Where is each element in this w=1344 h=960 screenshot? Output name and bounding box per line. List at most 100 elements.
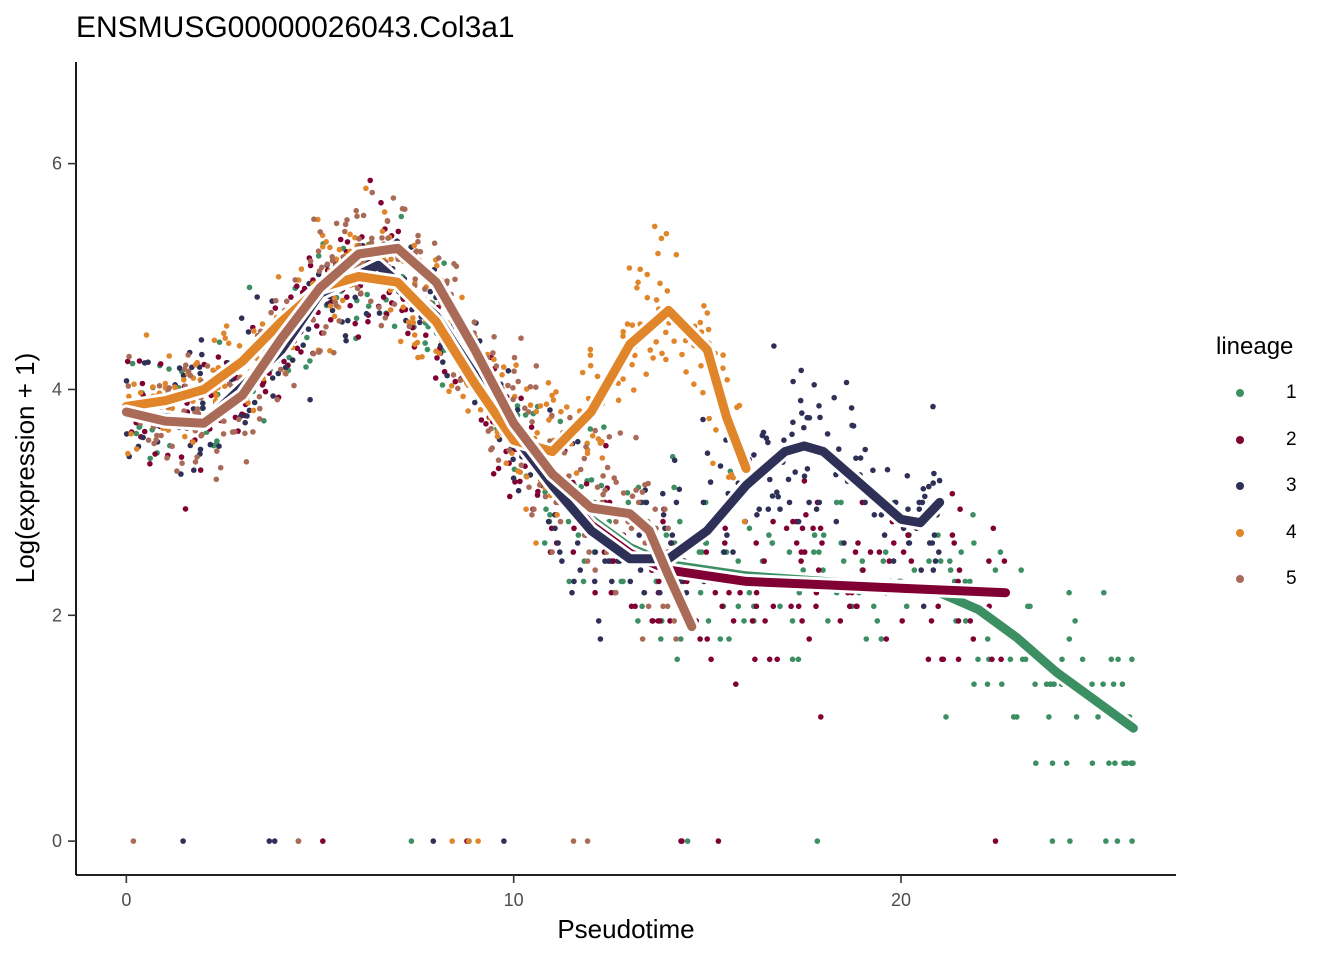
data-point [1100, 681, 1106, 687]
data-point [251, 328, 257, 334]
lineage-curve [121, 243, 697, 632]
data-point [190, 439, 196, 445]
data-point [704, 636, 710, 642]
data-point [1115, 656, 1121, 663]
data-point [503, 460, 510, 467]
data-point [668, 540, 674, 546]
data-point [182, 433, 188, 440]
data-point [558, 408, 564, 415]
data-point [549, 549, 555, 555]
data-point [336, 246, 343, 253]
data-point [639, 489, 646, 495]
data-point [627, 578, 634, 585]
data-point [545, 380, 552, 386]
data-point [288, 294, 294, 300]
data-point [494, 433, 501, 440]
data-point [573, 470, 580, 476]
data-point [715, 838, 722, 844]
data-point [365, 303, 372, 310]
data-point [311, 216, 317, 222]
data-point [721, 549, 727, 555]
data-point [204, 363, 211, 369]
data-point [353, 315, 360, 322]
smooth-curves [118, 240, 1141, 736]
data-point [637, 266, 643, 273]
data-point [665, 525, 671, 532]
data-point [720, 365, 726, 372]
data-point [298, 266, 305, 272]
data-point [697, 636, 703, 642]
data-point [753, 589, 760, 596]
data-point [499, 372, 505, 378]
data-point [384, 218, 391, 225]
data-point [774, 656, 780, 663]
data-point [813, 603, 819, 610]
data-point [726, 636, 732, 642]
data-point [185, 352, 191, 358]
data-point [678, 636, 684, 642]
data-point [542, 493, 549, 500]
y-tick-label: 2 [52, 605, 62, 625]
data-point [1110, 681, 1117, 687]
legend-item: 1 [1216, 370, 1336, 417]
data-point [513, 362, 519, 368]
data-point [510, 475, 517, 482]
data-point [289, 357, 296, 363]
data-point [213, 476, 220, 483]
data-point [620, 328, 626, 335]
data-point [457, 377, 464, 384]
data-point [164, 455, 170, 461]
data-point [925, 656, 932, 663]
data-point [1018, 567, 1024, 573]
data-point [505, 382, 511, 389]
data-point [143, 332, 150, 338]
data-point [256, 416, 263, 422]
data-point [272, 305, 279, 311]
data-point [211, 337, 218, 344]
data-point [918, 567, 924, 573]
data-point [363, 310, 370, 317]
data-point [342, 333, 349, 339]
data-point [595, 618, 602, 624]
data-point [700, 389, 706, 396]
data-point [210, 367, 216, 374]
data-point [947, 567, 954, 573]
data-point [422, 286, 428, 292]
data-point [533, 540, 539, 546]
data-point [798, 367, 804, 374]
data-point [525, 409, 532, 415]
data-point [753, 540, 759, 546]
data-point [367, 177, 374, 184]
data-point [529, 512, 535, 518]
data-point [722, 525, 728, 532]
data-point [259, 321, 266, 327]
data-point [448, 383, 455, 389]
data-point [730, 549, 736, 555]
data-point [801, 549, 808, 555]
legend-label: 5 [1286, 568, 1297, 590]
data-point [644, 271, 650, 278]
data-point [197, 370, 203, 377]
data-point [724, 377, 730, 383]
data-point [465, 838, 472, 844]
data-point [369, 189, 376, 196]
data-point [223, 323, 230, 329]
data-point [653, 297, 660, 303]
data-point [246, 407, 253, 414]
data-point [911, 567, 918, 573]
data-point [664, 288, 671, 294]
data-point [488, 446, 494, 453]
data-point [543, 506, 549, 512]
data-point [282, 364, 289, 371]
data-point [262, 388, 269, 395]
data-point [583, 481, 590, 487]
data-point [660, 518, 666, 525]
data-point [629, 493, 636, 500]
data-point [546, 417, 552, 423]
data-point [591, 578, 598, 585]
data-point [1049, 838, 1056, 844]
data-point [327, 244, 333, 251]
data-point [766, 532, 772, 538]
data-point [878, 512, 885, 518]
data-point [250, 429, 256, 435]
